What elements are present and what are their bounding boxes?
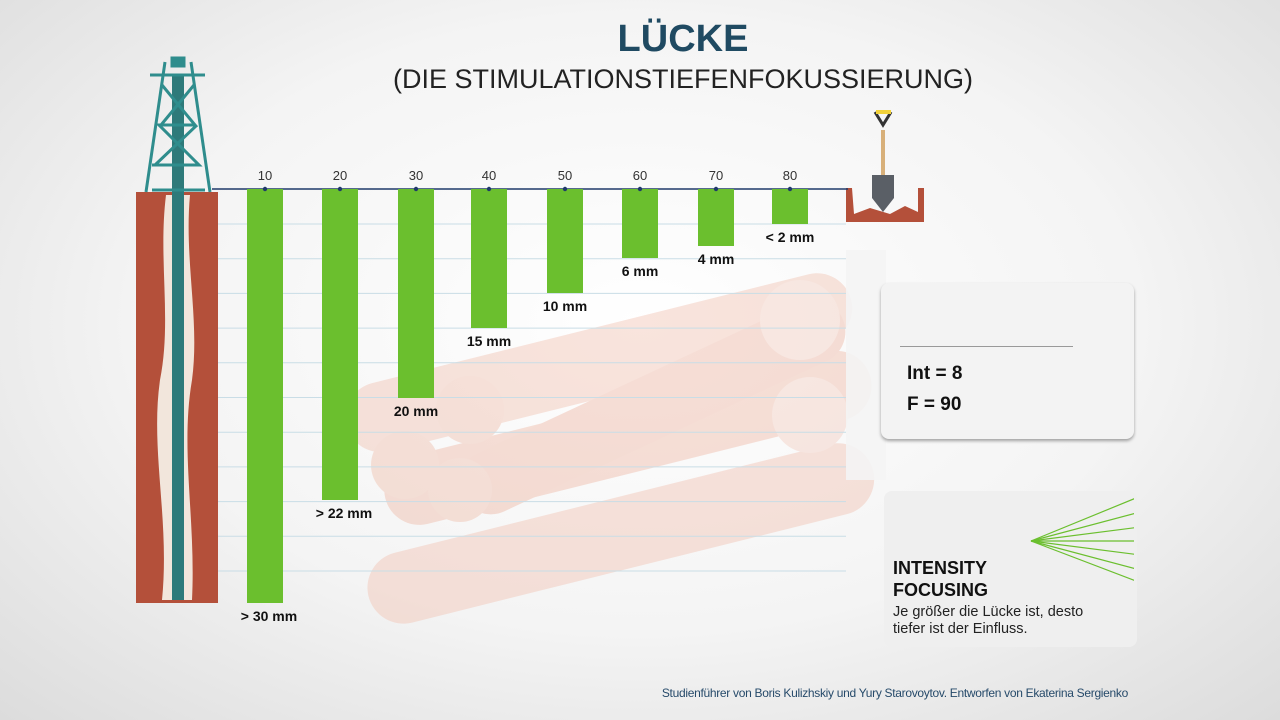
tick-label: 60 [633, 168, 647, 183]
gap-label: 15 mm [467, 333, 511, 349]
footer-credit: Studienführer von Boris Kulizhskiy und Y… [661, 686, 1128, 700]
legend-description: Je größer die Lücke ist, desto tiefer is… [893, 604, 1084, 637]
intensity-focusing-panel: INTENSITY FOCUSING Je größer die Lücke i… [884, 491, 1137, 647]
tick-label: 10 [258, 168, 272, 183]
intensity-value: Int = 8 [907, 363, 963, 384]
legend-heading: INTENSITY FOCUSING [893, 558, 989, 600]
tick-label: 20 [333, 168, 347, 183]
tick-dot [713, 186, 719, 192]
bar-50 [547, 189, 583, 293]
tick-label: 40 [482, 168, 496, 183]
page-subtitle: (DIE STIMULATIONSTIEFENFOKUSSIERUNG) [392, 64, 974, 94]
bar-40 [471, 189, 507, 328]
tick-dot [413, 186, 419, 192]
parameters-panel: Int = 8 F = 90 [881, 283, 1134, 439]
bar-70 [698, 189, 734, 246]
gap-label: 20 mm [394, 403, 438, 419]
tick-dot [637, 186, 643, 192]
panel-divider [900, 346, 1073, 347]
bar-60 [622, 189, 658, 258]
tick-label: 80 [783, 168, 797, 183]
gap-label: < 2 mm [766, 229, 815, 245]
shovel-icon [872, 110, 894, 212]
tick-label: 70 [709, 168, 723, 183]
frequency-value: F = 90 [907, 394, 962, 415]
tick-dot [337, 186, 343, 192]
tick-dot [486, 186, 492, 192]
tick-dot [262, 186, 268, 192]
drill-pipe [172, 75, 184, 600]
tick-label: 50 [558, 168, 572, 183]
gap-label: 10 mm [543, 298, 587, 314]
gap-label: > 30 mm [241, 608, 297, 624]
tick-dot [787, 186, 793, 192]
bar-80 [772, 189, 808, 224]
bar-30 [398, 189, 434, 398]
bar-20 [322, 189, 358, 500]
ground-right [846, 188, 924, 222]
tick-label: 30 [409, 168, 423, 183]
gap-label: > 22 mm [316, 505, 372, 521]
drilling-rig-icon [144, 56, 212, 193]
fan-focus-icon [1030, 498, 1134, 581]
bar-10 [247, 189, 283, 603]
page-title: LÜCKE [617, 18, 749, 60]
gap-label: 4 mm [698, 251, 735, 267]
gap-label: 6 mm [622, 263, 659, 279]
tick-dot [562, 186, 568, 192]
